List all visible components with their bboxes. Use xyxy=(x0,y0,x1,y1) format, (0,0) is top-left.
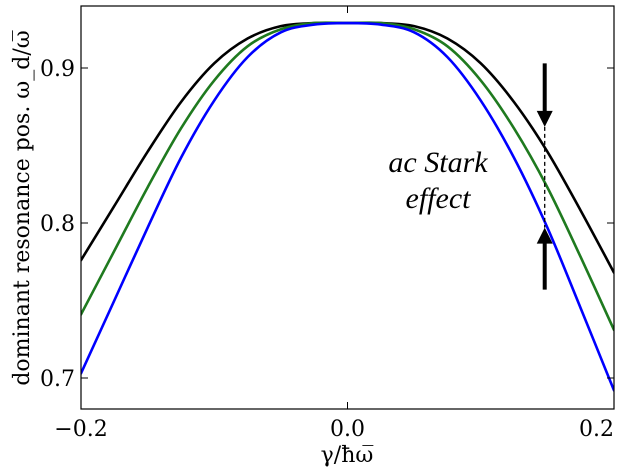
annotation-layer xyxy=(536,63,553,290)
plot-frame xyxy=(80,5,615,410)
x-tick-label: 0.2 xyxy=(579,417,614,442)
annotation-line2: effect xyxy=(406,182,472,215)
series-layer xyxy=(81,21,614,392)
y-axis-label: dominant resonance pos. ω_d/ω̅ xyxy=(10,30,35,385)
ticks-layer: −0.2 0.0 0.2 0.7 0.8 0.9 xyxy=(40,6,615,442)
x-tick-label: −0.2 xyxy=(54,417,107,442)
y-tick-label: 0.7 xyxy=(40,367,75,392)
series-line-1 xyxy=(81,21,614,274)
series-line-3 xyxy=(81,21,614,392)
annotation-line1: ac Stark xyxy=(388,146,488,179)
x-axis-label: γ/ħω̅ xyxy=(321,443,374,468)
series-line-2 xyxy=(81,21,614,332)
arrow-down-head xyxy=(536,110,553,127)
y-tick-label: 0.8 xyxy=(40,212,75,237)
x-tick-label: 0.0 xyxy=(330,417,365,442)
y-tick-label: 0.9 xyxy=(40,57,75,82)
arrow-up-head xyxy=(536,227,553,244)
